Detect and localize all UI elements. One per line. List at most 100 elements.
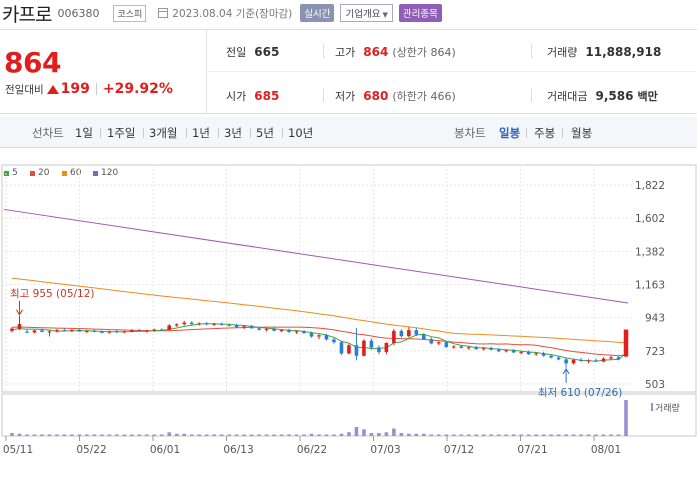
volume-bar — [219, 434, 224, 436]
period-1w[interactable]: 1주일 — [107, 126, 136, 140]
x-tick-label: 05/11 — [3, 444, 33, 456]
ma20-line — [11, 326, 627, 357]
lower-limit: (하한가 466) — [392, 90, 456, 103]
candle-body — [429, 339, 434, 344]
volume-bar — [616, 434, 621, 436]
period-divider — [186, 128, 187, 138]
realtime-button[interactable]: 실시간 — [300, 4, 335, 22]
volume-bar — [100, 434, 104, 436]
volume-bar — [541, 434, 546, 436]
managed-stock-badge[interactable]: 관리종목 — [398, 4, 442, 22]
stat-label: 저가 — [335, 90, 356, 103]
candle-body — [466, 347, 471, 349]
candle-body — [130, 330, 134, 332]
legend-label: 20 — [38, 168, 50, 178]
up-arrow-icon — [46, 84, 59, 94]
period-3y[interactable]: 3년 — [224, 126, 242, 140]
candle-weekly[interactable]: 주봉 — [534, 126, 556, 140]
legend-swatch — [62, 170, 67, 176]
candle-body — [511, 350, 516, 353]
stat-label: 시가 — [226, 90, 247, 103]
volume-bar — [25, 434, 29, 436]
stat-value: 9,586 — [595, 89, 634, 103]
market-badge: 코스피 — [113, 4, 147, 22]
candle-body — [384, 342, 389, 353]
period-5y[interactable]: 5년 — [256, 126, 274, 140]
volume-bar — [279, 434, 284, 436]
candle-body — [474, 347, 479, 350]
candle-body — [549, 355, 553, 358]
volume-bar — [369, 433, 374, 436]
candle-body — [623, 329, 629, 357]
period-1d[interactable]: 1일 — [75, 126, 93, 140]
stat-label: 거래량 — [547, 46, 578, 59]
column-divider — [323, 44, 324, 58]
volume-bar — [272, 434, 276, 436]
volume-bar — [377, 433, 381, 436]
candle-body — [55, 330, 59, 332]
x-tick-label: 07/21 — [517, 444, 547, 456]
candle-daily[interactable]: 일봉 — [499, 126, 521, 140]
current-price: 864 — [4, 46, 61, 79]
candlestick-chart[interactable]: 1,822 1,602 1,382 1,163 943 723 503 05/11 05/22 0… — [0, 160, 697, 480]
candle-body — [92, 331, 97, 333]
candle-body — [332, 339, 336, 343]
legend-item-ma20: 20 — [30, 168, 49, 178]
volume-bar — [437, 434, 441, 436]
stat-volume: 거래량 11,888,918 — [547, 44, 661, 60]
volume-bar — [601, 434, 606, 436]
volume-bar — [362, 429, 366, 436]
volume-bar — [474, 434, 479, 436]
volume-bar — [489, 434, 494, 436]
period-bar: 선차트 1일 1주일 3개월 1년 3년 5년 10년 봉차트 일봉 주봉 월봉 — [0, 117, 697, 148]
candle-body — [159, 329, 164, 331]
x-tick-label: 05/22 — [76, 444, 106, 456]
stats-divider — [206, 71, 697, 72]
volume-bar — [107, 434, 112, 436]
period-divider — [250, 128, 251, 138]
stat-value: 11,888,918 — [585, 45, 662, 59]
candle-body — [481, 348, 486, 350]
candle-body — [347, 345, 351, 354]
candle-body — [451, 346, 456, 348]
candle-body — [309, 333, 314, 337]
company-info-dropdown[interactable]: 기업개요 ▼ — [340, 4, 393, 22]
candle-body — [167, 325, 172, 330]
volume-bar — [496, 434, 501, 436]
column-divider — [531, 44, 532, 58]
candle-monthly[interactable]: 월봉 — [571, 126, 593, 140]
candle-body — [571, 360, 576, 364]
volume-bar — [399, 433, 404, 436]
candle-body — [242, 326, 246, 328]
candle-body — [264, 328, 269, 330]
x-tick-label: 06/13 — [223, 444, 253, 456]
candle-body — [609, 357, 613, 359]
y-tick-label: 1,163 — [635, 279, 665, 291]
x-tick-label: 08/01 — [591, 444, 621, 456]
column-divider — [531, 88, 532, 102]
stat-value: 685 — [254, 89, 280, 103]
company-info-label: 기업개요 — [345, 9, 381, 20]
candle-body — [70, 329, 74, 331]
line-chart-label: 선차트 — [32, 126, 64, 140]
volume-bar — [317, 434, 321, 436]
period-1y[interactable]: 1년 — [192, 126, 210, 140]
candle-body — [137, 330, 142, 332]
volume-bar — [70, 434, 74, 436]
period-10y[interactable]: 10년 — [288, 126, 314, 140]
volume-bar — [586, 434, 591, 436]
volume-bar — [459, 434, 464, 436]
x-tick-label: 06/22 — [297, 444, 327, 456]
stat-label: 거래대금 — [547, 90, 588, 103]
volume-bar — [549, 434, 553, 436]
period-3m[interactable]: 3개월 — [149, 126, 178, 140]
period-divider — [282, 128, 283, 138]
change-label: 전일대비 — [5, 83, 44, 96]
x-tick-label: 06/01 — [150, 444, 180, 456]
x-tick-label: 07/03 — [370, 444, 400, 456]
candle-body — [294, 331, 299, 333]
volume-bar — [594, 434, 598, 436]
volume-bar — [392, 428, 396, 436]
volume-bar — [429, 434, 434, 436]
